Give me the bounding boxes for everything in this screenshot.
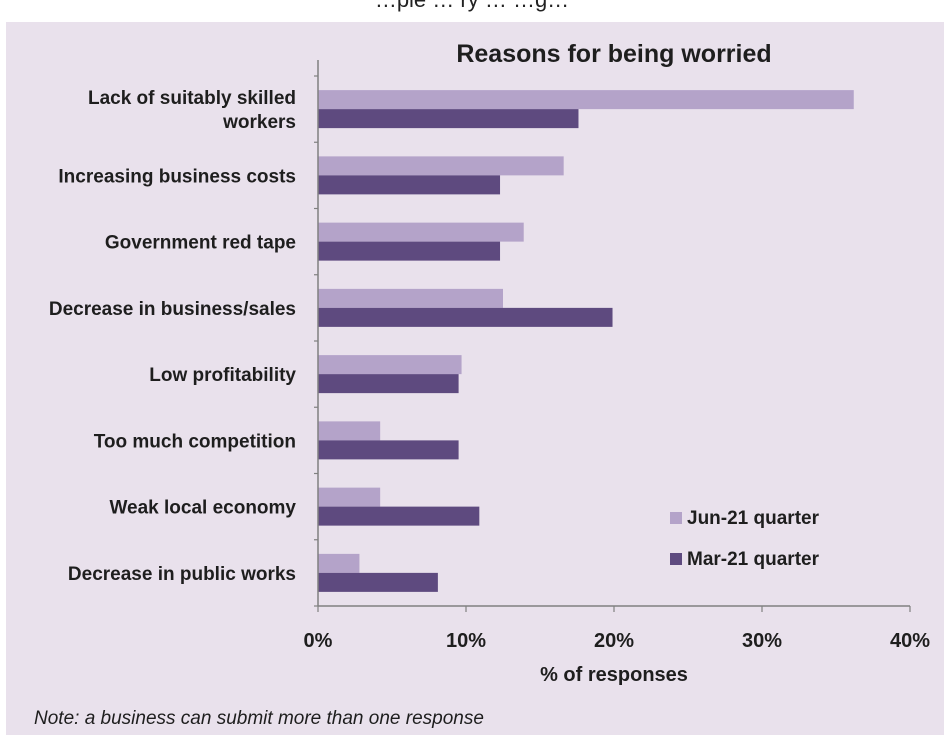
x-axis-label: % of responses xyxy=(540,664,688,686)
category-label: Increasing business costs xyxy=(58,166,296,187)
legend-label: Mar-21 quarter xyxy=(687,549,820,570)
category-label: Too much competition xyxy=(94,431,296,452)
bar-mar21 xyxy=(318,109,579,129)
category-label: Decrease in business/sales xyxy=(49,299,296,320)
bar-jun21 xyxy=(318,355,462,375)
bar-jun21 xyxy=(318,421,381,441)
legend-swatch-jun21 xyxy=(670,512,682,524)
category-label: Low profitability xyxy=(149,365,296,386)
category-label: Government red tape xyxy=(105,233,296,254)
legend-swatch-mar21 xyxy=(670,553,682,565)
bar-jun21 xyxy=(318,553,360,573)
bar-mar21 xyxy=(318,241,501,261)
bar-jun21 xyxy=(318,222,524,242)
category-label: Decrease in public works xyxy=(68,564,296,585)
cropped-header-strip: …ple … ry … …g… xyxy=(0,0,944,22)
bar-mar21 xyxy=(318,440,459,460)
category-label: Lack of suitably skilled workers xyxy=(88,88,296,133)
category-label: Weak local economy xyxy=(109,498,296,519)
bar-mar21 xyxy=(318,506,480,526)
chart-panel xyxy=(6,22,944,735)
bar-mar21 xyxy=(318,175,501,195)
cropped-header-text: …ple … ry … …g… xyxy=(0,0,944,13)
bar-jun21 xyxy=(318,487,381,507)
x-tick-label: 0% xyxy=(304,630,333,652)
x-tick-label: 10% xyxy=(446,630,486,652)
bar-jun21 xyxy=(318,288,503,308)
x-tick-label: 20% xyxy=(594,630,634,652)
bar-mar21 xyxy=(318,307,613,327)
bar-mar21 xyxy=(318,374,459,394)
bar-jun21 xyxy=(318,90,854,110)
chart-title: Reasons for being worried xyxy=(456,40,772,68)
legend-label: Jun-21 quarter xyxy=(687,508,820,529)
x-tick-label: 40% xyxy=(890,630,930,652)
bar-jun21 xyxy=(318,156,564,176)
chart-note: Note: a business can submit more than on… xyxy=(34,708,484,729)
bar-mar21 xyxy=(318,572,438,592)
x-tick-label: 30% xyxy=(742,630,782,652)
